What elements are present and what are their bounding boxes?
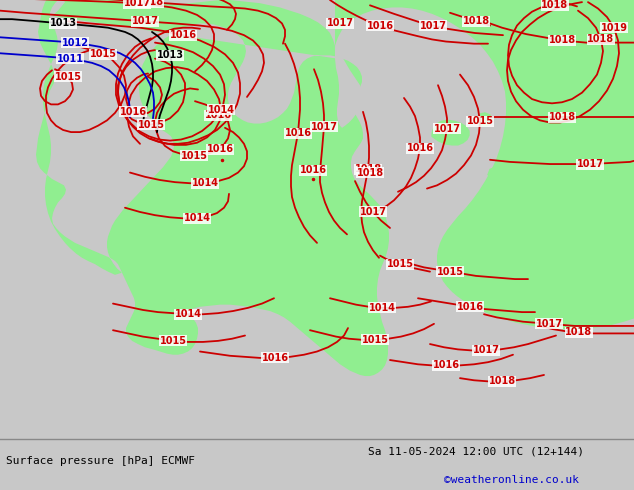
Polygon shape — [36, 0, 389, 376]
Text: 1017: 1017 — [311, 122, 337, 132]
Text: 1013: 1013 — [157, 50, 183, 60]
Text: 1015: 1015 — [138, 120, 164, 130]
Text: 1016: 1016 — [169, 30, 197, 40]
Text: 1016: 1016 — [366, 21, 394, 30]
Text: 1015: 1015 — [181, 150, 207, 161]
Text: 1018: 1018 — [548, 35, 576, 46]
Text: 1017: 1017 — [327, 19, 354, 28]
Text: 1018: 1018 — [136, 0, 164, 7]
Text: 1016: 1016 — [207, 144, 233, 154]
Text: 1018: 1018 — [548, 112, 576, 122]
Text: 1019: 1019 — [600, 23, 628, 33]
Polygon shape — [477, 113, 492, 126]
Text: 1014: 1014 — [191, 178, 219, 188]
Polygon shape — [488, 167, 508, 179]
Text: 1016: 1016 — [299, 166, 327, 175]
Text: 1016: 1016 — [285, 128, 311, 138]
Text: 1017: 1017 — [576, 159, 604, 169]
Text: 1015: 1015 — [160, 336, 186, 346]
Text: 1017: 1017 — [359, 207, 387, 217]
Text: 1018: 1018 — [462, 16, 489, 26]
Polygon shape — [432, 121, 469, 145]
Text: 1015: 1015 — [55, 72, 82, 82]
Text: 1017: 1017 — [124, 0, 150, 8]
Text: 1017: 1017 — [536, 319, 562, 329]
Text: 1012: 1012 — [61, 38, 89, 48]
Text: 1018: 1018 — [588, 34, 614, 45]
Text: 1015: 1015 — [89, 49, 117, 59]
Text: Sa 11-05-2024 12:00 UTC (12+144): Sa 11-05-2024 12:00 UTC (12+144) — [368, 447, 584, 457]
Polygon shape — [335, 0, 634, 329]
Text: 1011: 1011 — [56, 53, 84, 64]
Text: Surface pressure [hPa] ECMWF: Surface pressure [hPa] ECMWF — [6, 456, 195, 466]
Text: 1014: 1014 — [174, 309, 202, 319]
Text: 1016: 1016 — [432, 360, 460, 370]
Text: 1015: 1015 — [436, 267, 463, 277]
Text: 1013: 1013 — [49, 19, 77, 28]
Text: 1014: 1014 — [368, 303, 396, 313]
Text: 1016: 1016 — [205, 110, 231, 120]
Text: 1014: 1014 — [183, 213, 210, 223]
Text: 1018: 1018 — [488, 376, 515, 386]
Text: 1015: 1015 — [361, 335, 389, 345]
Text: 1018: 1018 — [566, 327, 593, 337]
Text: 1017: 1017 — [434, 124, 460, 134]
Polygon shape — [335, 46, 362, 128]
Text: 1016: 1016 — [406, 143, 434, 153]
Text: 1016: 1016 — [119, 107, 146, 117]
Text: 1016: 1016 — [456, 302, 484, 312]
Polygon shape — [538, 101, 553, 113]
Text: 1017: 1017 — [472, 345, 500, 355]
Polygon shape — [531, 0, 634, 93]
Text: 1014: 1014 — [207, 105, 235, 115]
Text: 1016: 1016 — [261, 353, 288, 363]
Text: 1017: 1017 — [131, 16, 158, 26]
Text: 1018: 1018 — [541, 0, 569, 10]
Text: ©weatheronline.co.uk: ©weatheronline.co.uk — [444, 475, 579, 486]
Text: 1018: 1018 — [354, 164, 382, 174]
Text: 1015: 1015 — [387, 259, 413, 269]
Text: 1018: 1018 — [356, 168, 384, 177]
Text: 1017: 1017 — [420, 21, 446, 30]
Polygon shape — [0, 398, 634, 437]
Text: 1015: 1015 — [467, 117, 493, 126]
